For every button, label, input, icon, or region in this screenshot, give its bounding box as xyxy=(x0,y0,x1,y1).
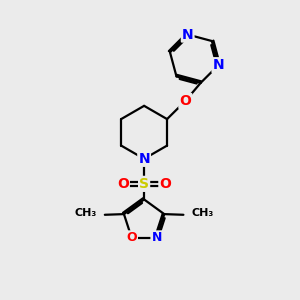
Text: N: N xyxy=(138,152,150,166)
Text: S: S xyxy=(139,177,149,191)
Text: O: O xyxy=(159,177,171,191)
Text: N: N xyxy=(152,231,162,244)
Text: N: N xyxy=(182,28,194,41)
Text: CH₃: CH₃ xyxy=(192,208,214,218)
Text: O: O xyxy=(126,231,137,244)
Text: O: O xyxy=(117,177,129,191)
Text: N: N xyxy=(212,58,224,72)
Text: CH₃: CH₃ xyxy=(74,208,97,218)
Text: O: O xyxy=(179,94,191,108)
